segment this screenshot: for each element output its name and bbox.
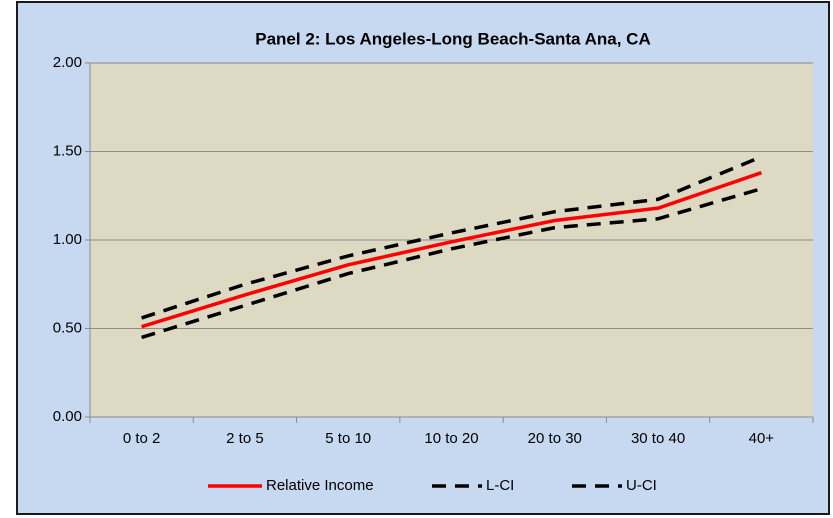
x-tick-label: 2 to 5 (226, 430, 264, 447)
y-tick-label: 2.00 (53, 54, 82, 71)
series-line (141, 187, 762, 340)
y-tick-label: 0.00 (53, 408, 82, 425)
x-tick-label: 20 to 30 (528, 430, 582, 447)
series-line (141, 171, 762, 329)
x-tick-label: 5 to 10 (325, 430, 371, 447)
legend-label: Relative Income (266, 477, 374, 494)
y-tick-label: 1.00 (53, 231, 82, 248)
series-line (141, 155, 763, 320)
x-tick-label: 10 to 20 (424, 430, 478, 447)
y-tick-label: 0.50 (53, 319, 82, 336)
y-tick-label: 1.50 (53, 142, 82, 159)
legend-label: L-CI (486, 477, 514, 494)
x-tick-label: 40+ (749, 430, 775, 447)
x-tick-label: 0 to 2 (123, 430, 161, 447)
legend-label: U-CI (626, 477, 657, 494)
chart-title: Panel 2: Los Angeles-Long Beach-Santa An… (255, 29, 650, 48)
x-tick-label: 30 to 40 (631, 430, 685, 447)
